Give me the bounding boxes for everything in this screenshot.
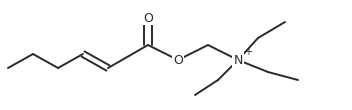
Text: O: O	[143, 12, 153, 25]
Text: N: N	[233, 53, 243, 67]
Text: +: +	[244, 47, 252, 57]
Text: O: O	[173, 53, 183, 67]
